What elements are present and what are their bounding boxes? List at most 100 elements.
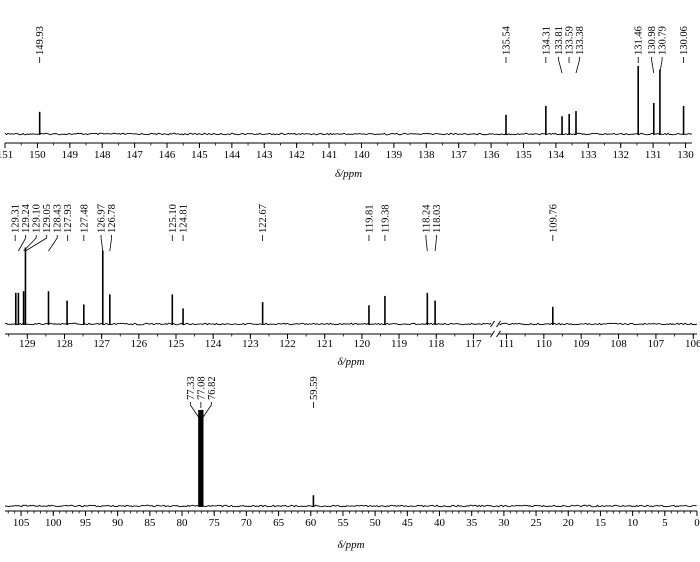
x-tick-label: 90: [112, 517, 124, 529]
x-tick-label: 143: [256, 149, 273, 161]
solvent-peak-block: [198, 409, 204, 506]
x-tick-label: 75: [209, 517, 221, 529]
x-tick-label: 120: [354, 338, 371, 350]
x-tick-label: 135: [515, 149, 532, 161]
x-tick-label: 125: [168, 338, 185, 350]
peak-label-leader: [25, 235, 48, 252]
peak-label: 134.31: [541, 26, 552, 55]
x-tick-label: 106: [685, 338, 700, 350]
peak-label-leader: [425, 235, 428, 252]
spectrum-baseline: [4, 504, 697, 508]
panel-middle: 129 128 127 126 125 124 123 122 121 120 119 118 117 1…: [4, 203, 700, 368]
peak-label-leader: [189, 402, 200, 419]
x-tick-label: 107: [648, 338, 665, 350]
x-tick-label: 5: [662, 517, 668, 529]
x-tick-label: 138: [418, 149, 435, 161]
peak-label: 127.93: [63, 204, 74, 233]
x-tick-label: 128: [56, 338, 73, 350]
peak-label: 130.98: [647, 26, 658, 55]
x-axis-title: δ/ppm: [337, 539, 364, 551]
peak-label: 118.24: [421, 204, 432, 233]
x-tick-label: 131: [645, 149, 662, 161]
axis-break-gap: [491, 330, 500, 338]
panel-top: 151 150 149 148 147 146 145 144 143 142 141 140 139 1…: [0, 25, 694, 180]
peak-label: 133.38: [575, 26, 586, 55]
x-tick-label: 0: [694, 517, 700, 529]
spectrum-baseline: [4, 132, 693, 136]
x-tick-label: 15: [595, 517, 607, 529]
x-tick-label: 10: [627, 517, 639, 529]
peak-label: 118.03: [432, 205, 443, 234]
x-tick-label: 40: [434, 517, 446, 529]
peak-label: 128.43: [53, 204, 64, 233]
peak-label: 77.08: [196, 376, 207, 400]
x-tick-label: 50: [370, 517, 382, 529]
peak-label-leader: [558, 57, 563, 74]
x-tick-label: 145: [191, 149, 208, 161]
x-tick-label: 121: [316, 338, 333, 350]
x-tick-label: 117: [465, 338, 482, 350]
x-axis-title: δ/ppm: [335, 168, 362, 180]
x-tick-label: 134: [548, 149, 565, 161]
x-tick-label: 124: [205, 338, 222, 350]
peak-label-leader: [202, 402, 212, 419]
peak-label: 125.10: [168, 204, 179, 233]
x-tick-label: 20: [563, 517, 575, 529]
x-tick-label: 25: [531, 517, 543, 529]
peak-label: 77.33: [186, 376, 197, 400]
peak-label: 122.67: [258, 204, 269, 233]
x-tick-label: 148: [94, 149, 111, 161]
x-tick-label: 45: [402, 517, 414, 529]
x-tick-label: 30: [498, 517, 510, 529]
baseline-break-mark: [490, 320, 495, 328]
x-tick-label: 130: [677, 149, 694, 161]
peak-label: 126.78: [107, 204, 118, 233]
peak-label-leader: [651, 57, 655, 74]
peak-label: 59.59: [309, 376, 320, 400]
x-tick-label: 118: [428, 338, 445, 350]
panel-bottom: 105 100 95 90 85 80 75 70 65 60 55 50 45 40 35 30 25 20 15…: [4, 376, 700, 551]
x-tick-label: 100: [45, 517, 62, 529]
x-tick-label: 85: [144, 517, 156, 529]
x-tick-label: 65: [273, 517, 285, 529]
x-tick-label: 105: [13, 517, 30, 529]
baseline-break-gap: [491, 320, 500, 328]
x-tick-label: 144: [224, 149, 241, 161]
axis-break-mark: [490, 330, 495, 338]
x-tick-label: 142: [288, 149, 305, 161]
x-tick-label: 133: [580, 149, 597, 161]
peak-label: 133.81: [554, 26, 565, 55]
peak-label-leader: [18, 235, 27, 252]
peak-label: 129.24: [21, 203, 32, 233]
peak-label-leader: [48, 235, 58, 252]
peak-label: 129.31: [11, 204, 22, 233]
peak-label: 119.81: [364, 205, 375, 234]
peak-label-leader: [23, 235, 37, 252]
x-tick-label: 147: [126, 149, 143, 161]
x-tick-label: 111: [499, 338, 515, 350]
peak-label-leader: [434, 235, 437, 252]
peak-label-leader: [659, 57, 663, 74]
x-axis-title: δ/ppm: [337, 356, 364, 368]
spectrum-baseline: [4, 322, 492, 326]
x-tick-label: 136: [483, 149, 500, 161]
x-tick-label: 119: [391, 338, 408, 350]
peak-label: 119.38: [380, 205, 391, 234]
x-tick-label: 139: [386, 149, 403, 161]
peak-label: 124.81: [179, 204, 190, 233]
x-tick-label: 70: [241, 517, 253, 529]
peak-label: 129.05: [42, 204, 53, 233]
axis-break-mark: [496, 330, 501, 338]
peak-label-leader: [575, 57, 580, 74]
baseline-break-mark: [496, 320, 501, 328]
x-tick-label: 110: [536, 338, 553, 350]
peak-label: 131.46: [634, 26, 645, 55]
x-tick-label: 137: [450, 149, 467, 161]
x-tick-label: 126: [131, 338, 148, 350]
x-tick-label: 132: [612, 149, 629, 161]
x-tick-label: 55: [337, 517, 349, 529]
peak-label: 76.82: [207, 376, 218, 400]
peak-label-leader: [109, 235, 112, 252]
peak-label: 127.48: [79, 204, 90, 233]
spectrum-baseline: [498, 322, 698, 326]
